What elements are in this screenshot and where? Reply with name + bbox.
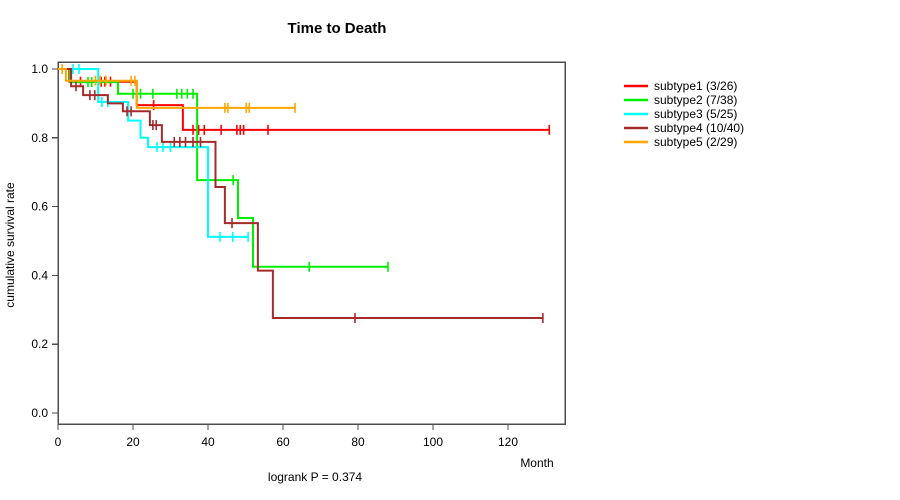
y-axis-label: cumulative survival rate [3, 182, 17, 308]
legend: subtype1 (3/26)subtype2 (7/38)subtype3 (… [624, 79, 744, 149]
x-axis-label: Month [520, 456, 553, 470]
x-tick-label: 120 [498, 435, 518, 449]
x-tick-label: 100 [423, 435, 443, 449]
x-tick-label: 60 [276, 435, 290, 449]
logrank-footnote: logrank P = 0.374 [268, 470, 363, 484]
legend-label-subtype4: subtype4 (10/40) [654, 121, 744, 135]
plot-box [57, 61, 566, 425]
survival-curve-subtype5 [58, 68, 295, 109]
y-tick-label: 1.0 [31, 62, 48, 76]
y-tick-label: 0.6 [31, 200, 48, 214]
survival-curves [58, 64, 551, 324]
x-tick-label: 40 [201, 435, 215, 449]
x-tick-label: 20 [126, 435, 140, 449]
x-tick-label: 80 [351, 435, 365, 449]
y-tick-label: 0.8 [31, 131, 48, 145]
legend-label-subtype1: subtype1 (3/26) [654, 79, 737, 93]
y-tick-label: 0.0 [31, 406, 48, 420]
legend-label-subtype2: subtype2 (7/38) [654, 93, 737, 107]
chart-title: Time to Death [288, 20, 387, 37]
y-tick-label: 0.4 [31, 268, 48, 282]
x-tick-label: 0 [55, 435, 62, 449]
y-tick-label: 0.2 [31, 337, 48, 351]
survival-curve-subtype3 [58, 68, 249, 238]
legend-label-subtype5: subtype5 (2/29) [654, 135, 737, 149]
legend-label-subtype3: subtype3 (5/25) [654, 107, 737, 121]
axes: 0 20 40 60 80 100 120 0.0 0.2 0.4 0.6 0.8 1.0 [31, 61, 566, 449]
